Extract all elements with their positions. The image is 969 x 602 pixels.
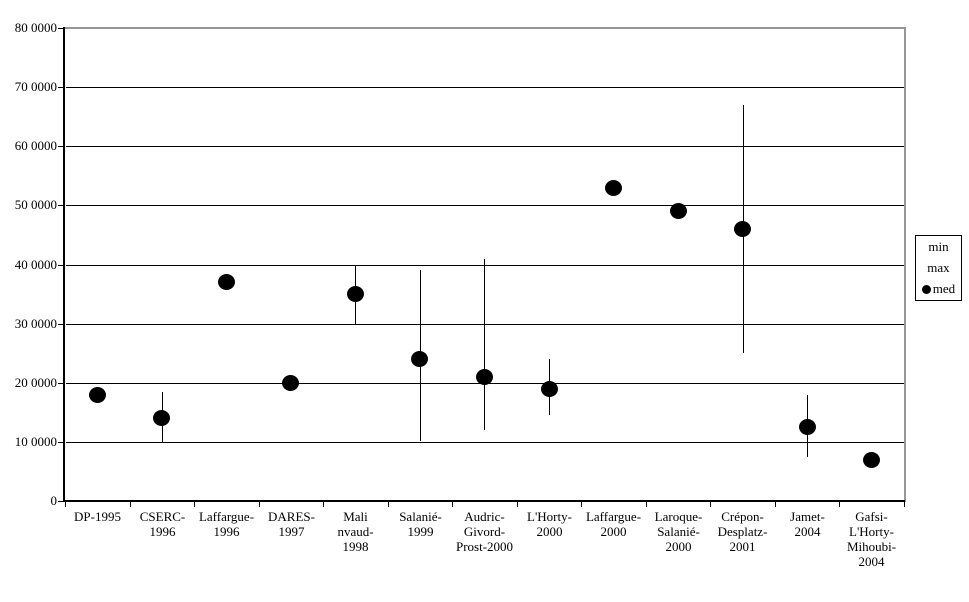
- x-category-label: Laroque- Salanié- 2000: [654, 509, 703, 554]
- median-point: [799, 419, 816, 435]
- x-tick: [646, 502, 647, 507]
- gridline: [66, 442, 904, 443]
- y-axis: [63, 27, 65, 502]
- legend-item-min: min: [928, 237, 948, 258]
- median-point: [541, 381, 558, 397]
- legend-box: min max med: [915, 235, 962, 301]
- median-point: [605, 180, 622, 196]
- plot-border-top: [64, 27, 906, 29]
- gridline: [66, 87, 904, 88]
- y-tick-label: 40 0000: [14, 257, 57, 272]
- x-tick: [839, 502, 840, 507]
- x-category-label: Laffargue- 2000: [585, 509, 642, 539]
- x-tick: [581, 502, 582, 507]
- y-tick: [58, 324, 63, 325]
- median-point: [670, 203, 687, 219]
- x-tick: [194, 502, 195, 507]
- y-tick-label: 30 0000: [14, 316, 57, 331]
- legend-item-med: med: [921, 279, 956, 300]
- y-tick-label: 10 0000: [14, 434, 57, 449]
- x-tick: [517, 502, 518, 507]
- x-category-label: Mali nvaud- 1998: [337, 509, 374, 554]
- y-tick-label: 0: [50, 493, 58, 508]
- x-category-label: DARES- 1997: [268, 509, 315, 539]
- x-tick: [710, 502, 711, 507]
- gridline: [66, 146, 904, 147]
- y-tick: [58, 146, 63, 147]
- y-tick-label: 20 0000: [14, 375, 57, 390]
- median-point: [89, 387, 106, 403]
- x-axis: [63, 500, 905, 502]
- gridline: [66, 324, 904, 325]
- y-tick-label: 80 0000: [14, 20, 57, 35]
- median-point: [218, 274, 235, 290]
- legend-item-label: med: [932, 281, 956, 296]
- x-tick: [452, 502, 453, 507]
- y-tick: [58, 265, 63, 266]
- minmax-range-line: [484, 259, 485, 430]
- plot-border-right: [904, 27, 906, 502]
- x-tick: [130, 502, 131, 507]
- legend-item-label: min: [928, 239, 949, 254]
- x-tick: [259, 502, 260, 507]
- gridline: [66, 205, 904, 206]
- x-category-label: Crépon- Desplatz- 2001: [717, 509, 768, 554]
- x-tick: [775, 502, 776, 507]
- x-category-label: Audric- Givord- Prost-2000: [455, 509, 514, 554]
- y-tick: [58, 205, 63, 206]
- legend-item-label: max: [927, 260, 950, 275]
- x-tick: [65, 502, 66, 507]
- y-tick: [58, 87, 63, 88]
- y-tick-label: 60 0000: [14, 138, 57, 153]
- x-category-label: Jamet- 2004: [790, 509, 825, 539]
- x-tick: [904, 502, 905, 507]
- y-tick: [58, 383, 63, 384]
- filled-circle-icon: [921, 284, 931, 294]
- median-point: [863, 452, 880, 468]
- median-point: [411, 351, 428, 367]
- y-tick-label: 50 0000: [14, 197, 57, 212]
- x-category-label: DP-1995: [74, 509, 121, 524]
- median-point: [476, 369, 493, 385]
- gridline: [66, 265, 904, 266]
- x-tick: [388, 502, 389, 507]
- x-category-label: CSERC- 1996: [139, 509, 186, 539]
- legend-item-max: max: [927, 258, 949, 279]
- median-point: [282, 375, 299, 391]
- median-point: [734, 221, 751, 237]
- x-category-label: Salanié- 1999: [399, 509, 442, 539]
- x-category-label: Laffargue- 1996: [198, 509, 255, 539]
- y-tick: [58, 442, 63, 443]
- median-point: [347, 286, 364, 302]
- x-tick: [323, 502, 324, 507]
- x-category-label: Gafsi- L'Horty- Mihoubi- 2004: [846, 509, 897, 569]
- y-tick: [58, 28, 63, 29]
- y-tick-label: 70 0000: [14, 79, 57, 94]
- median-point: [153, 410, 170, 426]
- x-category-label: L'Horty- 2000: [527, 509, 572, 539]
- y-tick: [58, 501, 63, 502]
